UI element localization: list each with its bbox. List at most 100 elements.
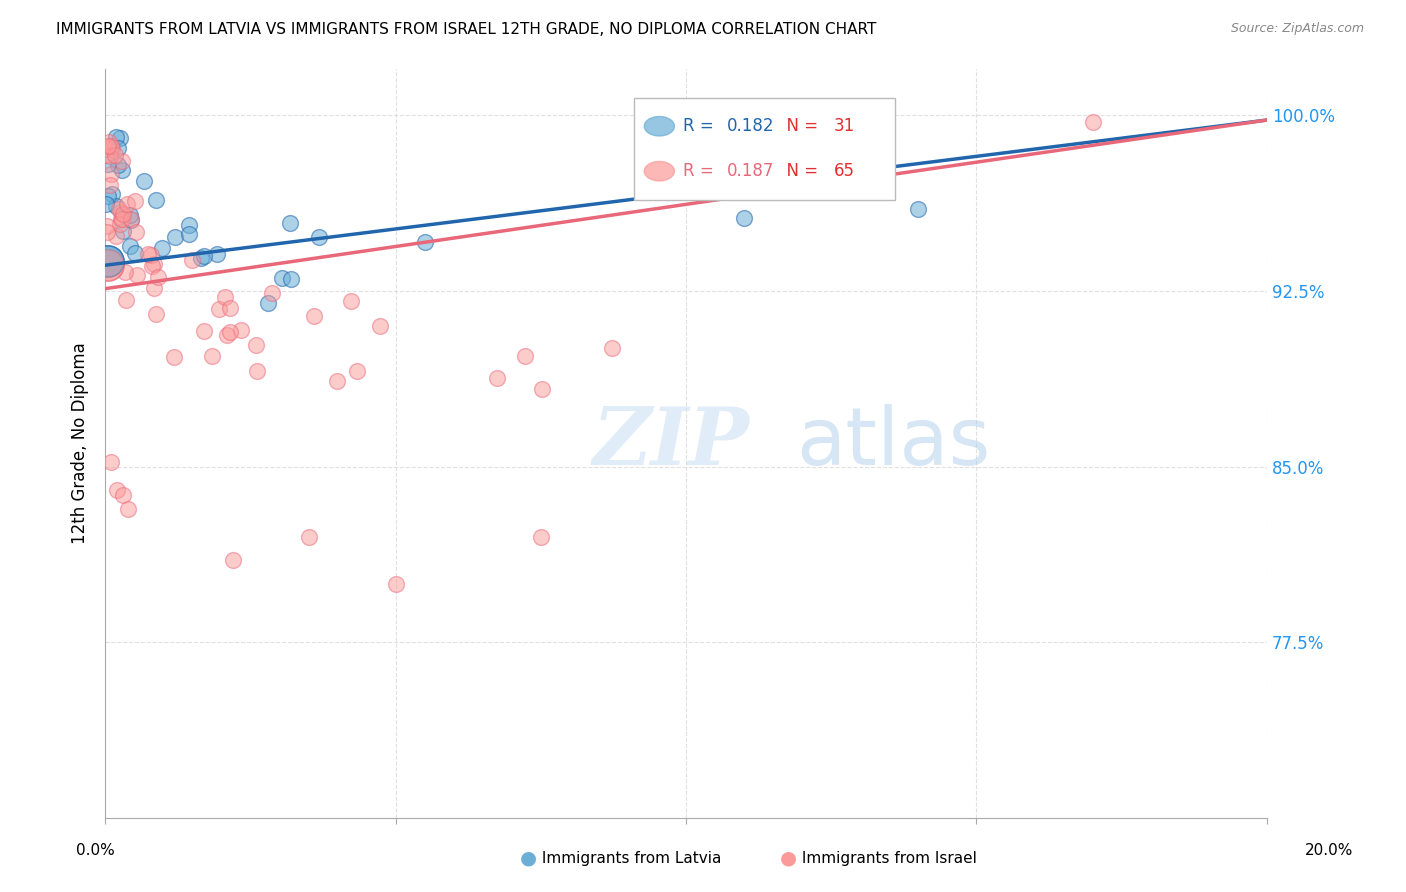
Point [346, 364, 368, 378]
Point [124, 194, 146, 208]
Text: R =: R = [682, 117, 718, 136]
Point [190, 251, 212, 265]
Point [118, 239, 141, 253]
Point [96, 253, 118, 268]
Point [101, 141, 124, 155]
Text: IMMIGRANTS FROM LATVIA VS IMMIGRANTS FROM ISRAEL 12TH GRADE, NO DIPLOMA CORRELAT: IMMIGRANTS FROM LATVIA VS IMMIGRANTS FRO… [56, 22, 876, 37]
Point [98, 149, 121, 163]
Point [98, 178, 121, 192]
Text: 0.182: 0.182 [727, 117, 775, 136]
Point [96, 253, 118, 268]
Point [114, 265, 136, 279]
Y-axis label: 12th Grade, No Diploma: 12th Grade, No Diploma [72, 343, 89, 544]
Point [262, 285, 284, 300]
Point [117, 197, 139, 211]
Point [515, 349, 537, 363]
Point [108, 217, 131, 231]
Text: Immigrants from Israel: Immigrants from Israel [797, 851, 977, 865]
Point [308, 229, 330, 244]
Point [96, 253, 118, 268]
Point [96, 258, 118, 272]
Point [486, 371, 509, 385]
Point [110, 153, 132, 168]
Circle shape [644, 117, 675, 136]
Point [111, 163, 134, 178]
Point [907, 202, 929, 216]
Point [271, 271, 294, 285]
Text: 20.0%: 20.0% [1305, 843, 1353, 858]
Point [120, 212, 142, 227]
Point [120, 208, 142, 222]
Point [530, 530, 553, 544]
Point [208, 301, 231, 316]
Point [107, 158, 129, 172]
Text: Source: ZipAtlas.com: Source: ZipAtlas.com [1230, 22, 1364, 36]
Point [163, 351, 186, 365]
Point [150, 241, 173, 255]
Point [97, 156, 120, 170]
Point [127, 268, 149, 282]
Point [96, 258, 118, 272]
Point [326, 374, 349, 388]
Point [107, 141, 129, 155]
Point [193, 324, 215, 338]
Point [368, 318, 391, 333]
Point [733, 211, 755, 226]
Point [97, 135, 120, 149]
Point [96, 197, 118, 211]
Text: ●: ● [520, 848, 537, 868]
Point [110, 211, 132, 226]
Point [246, 364, 269, 378]
Circle shape [644, 161, 675, 181]
Point [792, 113, 814, 128]
Point [141, 247, 163, 261]
Point [304, 309, 326, 323]
Point [384, 576, 406, 591]
Point [145, 307, 167, 321]
Point [214, 290, 236, 304]
Point [96, 253, 118, 268]
Text: R =: R = [682, 162, 718, 180]
Point [222, 553, 245, 567]
Text: atlas: atlas [796, 404, 991, 483]
Point [104, 148, 127, 162]
Point [218, 301, 240, 316]
Point [124, 246, 146, 260]
Point [120, 211, 142, 226]
Point [117, 501, 139, 516]
Point [100, 455, 122, 469]
Point [96, 258, 118, 272]
Point [136, 246, 159, 260]
Point [177, 218, 200, 232]
Text: ●: ● [780, 848, 797, 868]
Point [143, 281, 166, 295]
Point [193, 249, 215, 263]
Point [201, 349, 224, 363]
Point [94, 148, 117, 162]
Point [104, 228, 127, 243]
Text: 0.0%: 0.0% [76, 843, 115, 858]
Point [111, 206, 134, 220]
Point [97, 138, 120, 153]
Point [143, 257, 166, 271]
Point [205, 246, 228, 260]
Text: N =: N = [776, 117, 823, 136]
Point [600, 342, 623, 356]
Point [100, 187, 122, 202]
Text: N =: N = [776, 162, 823, 180]
Point [413, 235, 436, 249]
Point [96, 258, 118, 272]
Point [96, 225, 118, 239]
Point [280, 272, 302, 286]
Text: Immigrants from Latvia: Immigrants from Latvia [537, 851, 721, 865]
Text: 0.187: 0.187 [727, 162, 775, 180]
Point [245, 338, 267, 352]
Point [531, 382, 554, 396]
Point [125, 225, 148, 239]
Point [100, 168, 122, 182]
Point [110, 131, 132, 145]
Text: ZIP: ZIP [593, 404, 749, 482]
Point [177, 227, 200, 242]
Point [104, 129, 127, 144]
Point [108, 202, 131, 216]
